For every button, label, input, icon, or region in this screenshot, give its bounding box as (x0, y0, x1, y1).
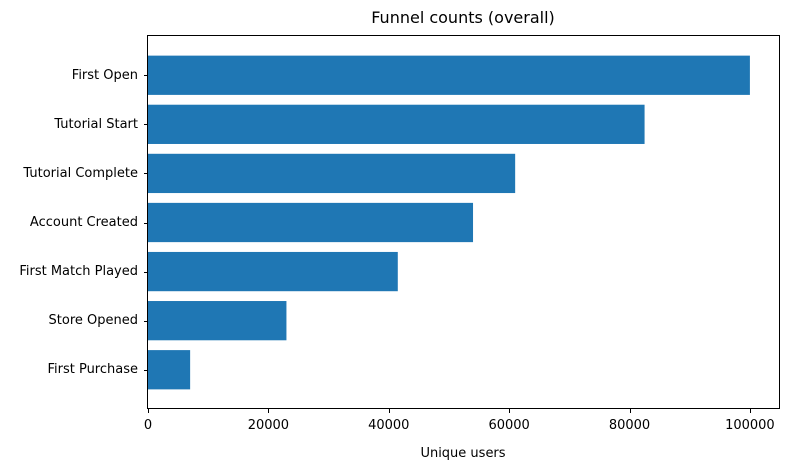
bar-tutorial-start (148, 104, 645, 144)
y-tick-label: First Match Played (19, 264, 138, 279)
y-tick-label: Tutorial Complete (22, 166, 138, 181)
bar-first-match-played (148, 251, 398, 292)
y-tick-label: First Open (72, 68, 138, 83)
bar-first-open (148, 55, 750, 95)
bar-account-created (148, 202, 474, 243)
y-tick-label: First Purchase (47, 362, 138, 377)
x-tick-label: 40000 (368, 418, 409, 433)
x-axis-label: Unique users (420, 446, 505, 461)
x-tick-label: 0 (144, 418, 152, 433)
x-axis: 0 20000 40000 60000 80000 100000 (144, 409, 775, 433)
x-tick-label: 100000 (725, 418, 775, 433)
x-tick-label: 20000 (248, 418, 289, 433)
y-tick-label: Account Created (30, 215, 138, 230)
x-tick-label: 60000 (488, 418, 529, 433)
plot-frame (147, 35, 780, 409)
y-axis: First Open Tutorial Start Tutorial Complet… (19, 68, 148, 377)
bar-tutorial-complete (148, 153, 516, 194)
bar-store-opened (148, 301, 287, 341)
x-tick-label: 80000 (609, 418, 650, 433)
bar-first-purchase (148, 350, 191, 390)
bars-group (148, 55, 750, 390)
y-tick-label: Tutorial Start (53, 117, 138, 132)
y-tick-label: Store Opened (49, 313, 138, 328)
chart-title: Funnel counts (overall) (371, 8, 555, 27)
